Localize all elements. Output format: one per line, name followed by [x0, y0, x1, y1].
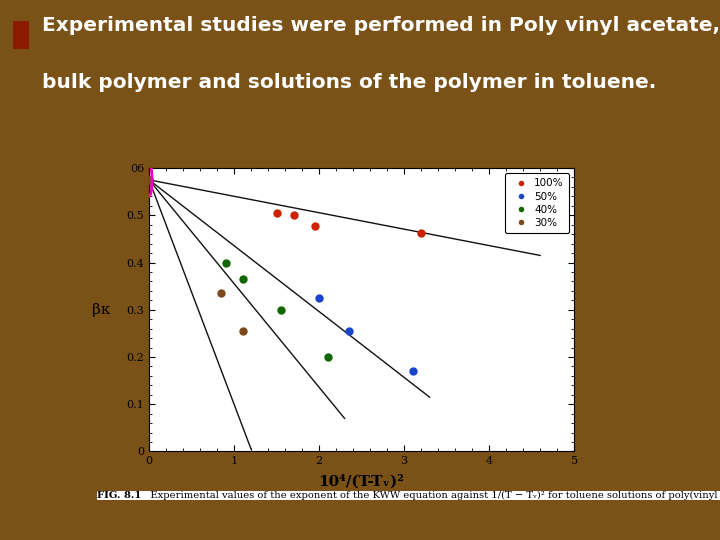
Y-axis label: βᴋ: βᴋ — [92, 303, 111, 317]
Text: bulk polymer and solutions of the polymer in toluene.: bulk polymer and solutions of the polyme… — [42, 72, 656, 92]
Point — [407, 367, 418, 375]
Text: Experimental studies were performed in Poly vinyl acetate, in: Experimental studies were performed in P… — [42, 16, 720, 35]
Text: Experimental values of the exponent of the KWW equation against 1/(T − Tᵥ)² for : Experimental values of the exponent of t… — [141, 491, 720, 500]
Point — [220, 258, 231, 267]
Point — [415, 228, 427, 237]
Text: FIG. 8.16: FIG. 8.16 — [97, 491, 148, 500]
Point — [313, 294, 325, 302]
Point — [215, 289, 227, 298]
Point — [237, 275, 248, 284]
Point — [322, 353, 333, 361]
Point — [143, 176, 155, 184]
Point — [143, 176, 155, 184]
X-axis label: 10⁴/(T-Tᵥ)²: 10⁴/(T-Tᵥ)² — [319, 475, 405, 489]
Point — [143, 176, 155, 184]
Point — [275, 306, 287, 314]
Point — [271, 208, 282, 217]
Point — [309, 221, 320, 230]
Point — [343, 327, 354, 335]
Point — [237, 327, 248, 335]
Point — [288, 211, 300, 220]
FancyBboxPatch shape — [13, 21, 29, 49]
Legend: 100%, 50%, 40%, 30%: 100%, 50%, 40%, 30% — [505, 173, 569, 233]
Point — [143, 176, 155, 184]
